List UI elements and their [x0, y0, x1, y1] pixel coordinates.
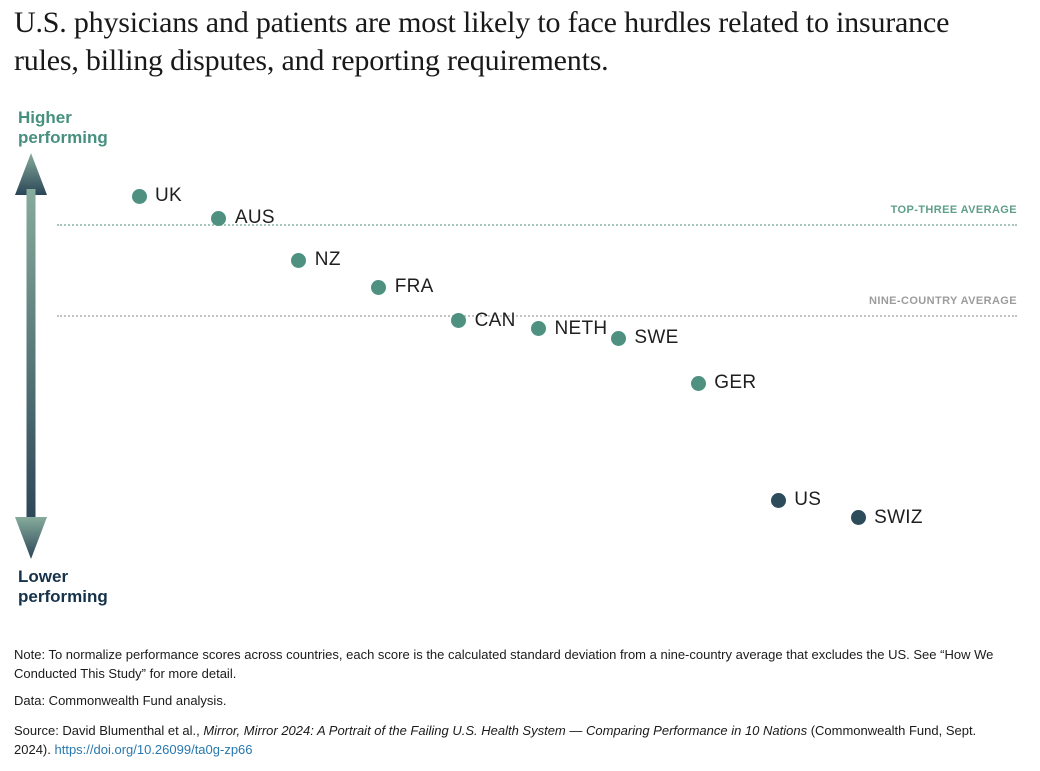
data-point-label-can: CAN: [474, 309, 516, 331]
data-point-swiz: [850, 510, 866, 526]
data-point-label-nz: NZ: [314, 249, 341, 270]
data-point-can: [451, 313, 467, 329]
page-title-line2: rules, billing disputes, and reporting r…: [14, 44, 609, 78]
data-point-swe: [610, 330, 626, 346]
data-point-ger: [690, 375, 706, 391]
page-title-line1: U.S. physicians and patients are most li…: [14, 6, 950, 39]
data-point-nz: [291, 252, 307, 268]
data-point-label-swe: SWE: [634, 327, 679, 349]
lower-performing-label: Lower performing: [18, 567, 108, 607]
top-three-average-label: TOP-THREE AVERAGE: [890, 203, 1017, 216]
data-point-label-swiz: SWIZ: [874, 506, 923, 528]
top-three-average-line: [57, 223, 1017, 226]
data-point-label-fra: FRA: [394, 276, 434, 298]
note-text: Note: To normalize performance scores ac…: [14, 647, 994, 681]
source-text: Source: David Blumenthal et al., Mirror,…: [14, 722, 1016, 759]
data-point-label-us: US: [794, 489, 822, 510]
higher-performing-label: Higher performing: [18, 108, 108, 148]
data-point-fra: [371, 279, 387, 295]
source-suffix: (Commonwealth Fund, Sept. 2024).: [14, 723, 977, 757]
performance-axis-arrow-icon: [15, 153, 47, 559]
data-point-us: [770, 492, 786, 508]
source-publication-title: Mirror, Mirror 2024: A Portrait of the F…: [203, 723, 808, 738]
data-point-label-neth: NETH: [554, 317, 608, 339]
data-point-label-aus: AUS: [234, 207, 275, 229]
nine-country-average-line: [57, 315, 1017, 317]
nine-country-average-label: NINE-COUNTRY AVERAGE: [869, 295, 1017, 307]
data-point-uk: [131, 188, 147, 204]
data-credit-text: Data: Commonwealth Fund analysis.: [14, 693, 227, 708]
data-point-label-ger: GER: [714, 372, 757, 394]
data-point-aus: [211, 210, 227, 226]
data-point-label-uk: UK: [155, 185, 182, 206]
data-point-neth: [531, 321, 546, 337]
doi-link[interactable]: https://doi.org/10.26099/ta0g-zp66: [54, 741, 253, 757]
source-prefix: Source: David Blumenthal et al.,: [14, 723, 204, 738]
page-title: U.S. physicians and patients are most li…: [14, 4, 1026, 80]
